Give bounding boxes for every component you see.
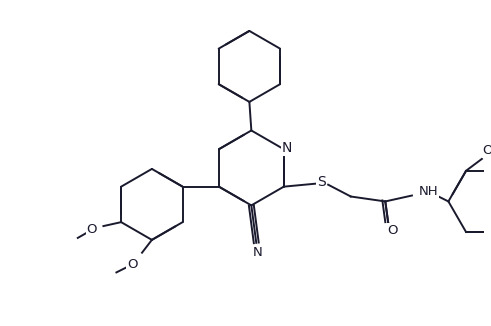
Text: O: O <box>483 144 491 157</box>
Text: O: O <box>86 223 97 236</box>
Text: N: N <box>281 141 292 155</box>
Text: O: O <box>127 258 137 271</box>
Text: NH: NH <box>419 185 438 198</box>
Text: O: O <box>387 224 397 237</box>
Text: S: S <box>317 175 326 189</box>
Text: N: N <box>252 246 262 259</box>
